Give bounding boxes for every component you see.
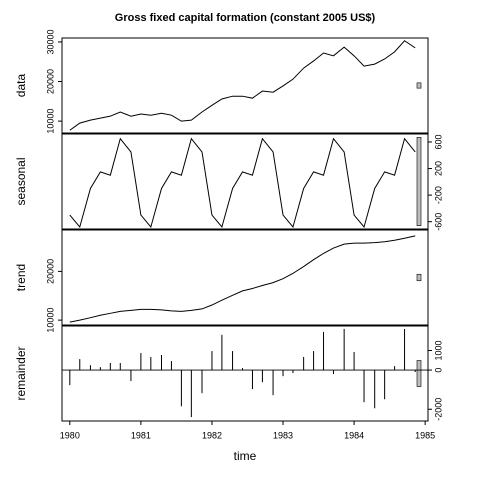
y-tick-label: 30000 bbox=[45, 29, 55, 54]
scale-bar bbox=[416, 137, 422, 226]
y-tick-label: 10000 bbox=[45, 109, 55, 134]
scale-bar bbox=[416, 82, 422, 89]
x-tick-label: 1980 bbox=[60, 430, 80, 440]
y-tick-label: 10000 bbox=[45, 308, 55, 333]
y-tick-label: 0 bbox=[433, 368, 443, 373]
x-tick-label: 1984 bbox=[344, 430, 364, 440]
x-tick-label: 1982 bbox=[202, 430, 222, 440]
y-axis-label: seasonal bbox=[14, 157, 28, 205]
panel-frame bbox=[61, 229, 429, 326]
y-tick-label: -200 bbox=[433, 186, 443, 204]
y-tick-label: -2000 bbox=[433, 398, 443, 421]
y-tick-label: 200 bbox=[433, 161, 443, 176]
y-axis-label: trend bbox=[14, 264, 28, 291]
y-tick-label: -600 bbox=[433, 213, 443, 231]
scale-bar bbox=[416, 273, 422, 282]
y-tick-label: 20000 bbox=[45, 69, 55, 94]
y-axis-label: remainder bbox=[14, 346, 28, 400]
panel-frame bbox=[61, 133, 429, 230]
panel-frame bbox=[61, 325, 429, 422]
scale-bar bbox=[416, 360, 422, 387]
data-line bbox=[69, 40, 416, 131]
x-axis-label: time bbox=[234, 449, 257, 463]
data-line bbox=[69, 235, 416, 323]
y-tick-label: 1000 bbox=[433, 340, 443, 360]
y-axis-label: data bbox=[14, 73, 28, 97]
x-tick-label: 1985 bbox=[415, 430, 435, 440]
data-line bbox=[69, 137, 416, 229]
panel-frame bbox=[61, 37, 429, 134]
y-tick-label: 20000 bbox=[45, 259, 55, 284]
y-tick-label: 600 bbox=[433, 134, 443, 149]
chart-title: Gross fixed capital formation (constant … bbox=[115, 12, 376, 24]
x-tick-label: 1981 bbox=[131, 430, 151, 440]
x-tick-label: 1983 bbox=[273, 430, 293, 440]
